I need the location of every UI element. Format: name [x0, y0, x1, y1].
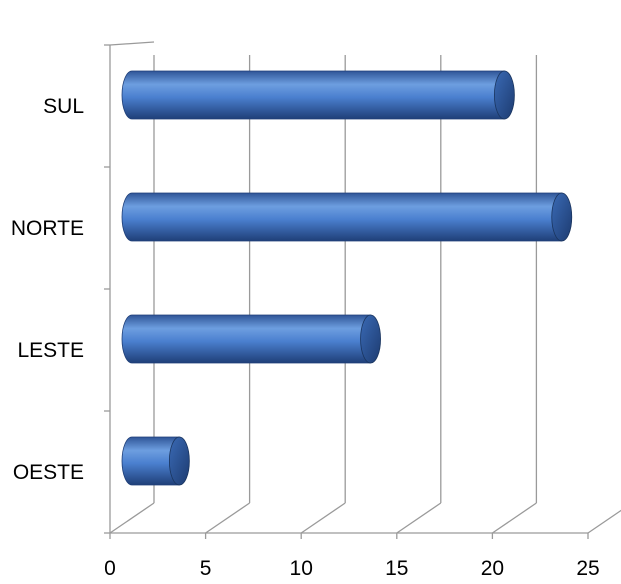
floor-gridline — [300, 502, 346, 534]
x-tick-label: 10 — [290, 557, 313, 580]
floor-gridline — [205, 502, 250, 534]
bar-body — [121, 192, 563, 242]
bar-body — [121, 314, 371, 364]
category-label: LESTE — [17, 339, 84, 362]
floor-gridline — [492, 502, 537, 534]
category-label: NORTE — [11, 217, 84, 240]
bar-body — [121, 436, 180, 486]
x-tick-label: 15 — [385, 557, 408, 580]
bar-oeste — [121, 436, 190, 486]
bar-norte — [121, 192, 573, 242]
x-tick-label: 25 — [576, 557, 599, 580]
bar-body — [121, 70, 505, 120]
left-wall-top-edge — [109, 41, 155, 46]
floor-gridline — [396, 502, 442, 534]
bar-end-cap — [360, 314, 381, 364]
x-tick-label: 20 — [481, 557, 504, 580]
bar-end-cap — [168, 436, 190, 486]
bars-layer — [121, 70, 573, 486]
category-label: OESTE — [13, 461, 84, 484]
axis-layer — [104, 41, 589, 539]
grid-layer — [109, 55, 621, 534]
labels-layer: SUL NORTE LESTE OESTE 0 5 10 15 20 25 — [11, 95, 600, 580]
floor-gridline — [109, 502, 155, 534]
bar-end-cap — [493, 70, 515, 120]
x-tick-label: 5 — [200, 557, 212, 580]
bar-sul — [121, 70, 515, 120]
bar-end-cap — [551, 192, 573, 242]
floor-gridline — [587, 509, 621, 534]
bar-leste — [121, 314, 381, 364]
x-tick-label: 0 — [104, 557, 116, 580]
category-label: SUL — [43, 95, 84, 118]
